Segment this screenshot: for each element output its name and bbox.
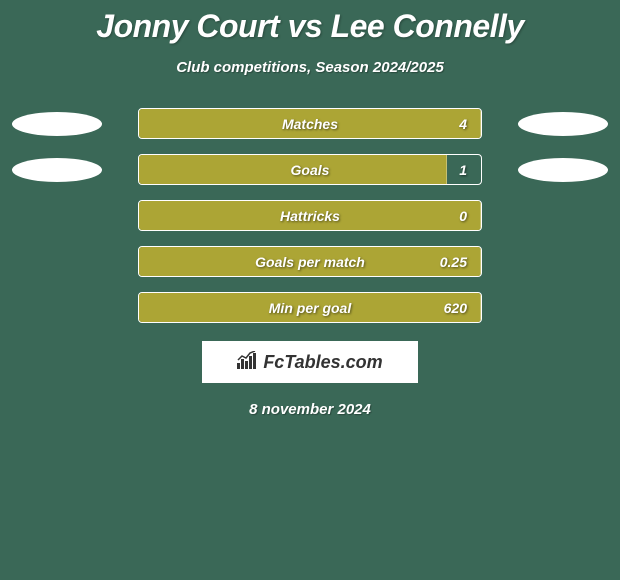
stat-row: Goals per match 0.25 [0,246,620,277]
stat-bar: Matches 4 [138,108,482,139]
stat-label: Goals per match [255,254,365,270]
stat-label: Matches [282,116,338,132]
stat-row: Min per goal 620 [0,292,620,323]
stat-row: Matches 4 [0,108,620,139]
stat-row: Hattricks 0 [0,200,620,231]
stats-container: Matches 4 Goals 1 Hattricks 0 Goals per match 0… [0,108,620,323]
stat-bar: Hattricks 0 [138,200,482,231]
stat-label: Min per goal [269,300,351,316]
player-left-marker [12,158,102,182]
player-right-marker [518,158,608,182]
stat-value: 4 [459,116,467,132]
stat-value: 0 [459,208,467,224]
date-text: 8 november 2024 [0,401,620,418]
comparison-subtitle: Club competitions, Season 2024/2025 [0,59,620,76]
brand-box: FcTables.com [202,341,418,383]
stat-row: Goals 1 [0,154,620,185]
stat-value: 1 [459,162,467,178]
stat-label: Goals [291,162,330,178]
chart-icon [237,351,259,374]
stat-bar: Min per goal 620 [138,292,482,323]
stat-label: Hattricks [280,208,340,224]
stat-value: 620 [444,300,467,316]
player-right-marker [518,112,608,136]
stat-value: 0.25 [440,254,467,270]
brand-text: FcTables.com [263,352,382,373]
stat-bar: Goals per match 0.25 [138,246,482,277]
player-left-marker [12,112,102,136]
stat-bar: Goals 1 [138,154,482,185]
comparison-title: Jonny Court vs Lee Connelly [0,0,620,45]
